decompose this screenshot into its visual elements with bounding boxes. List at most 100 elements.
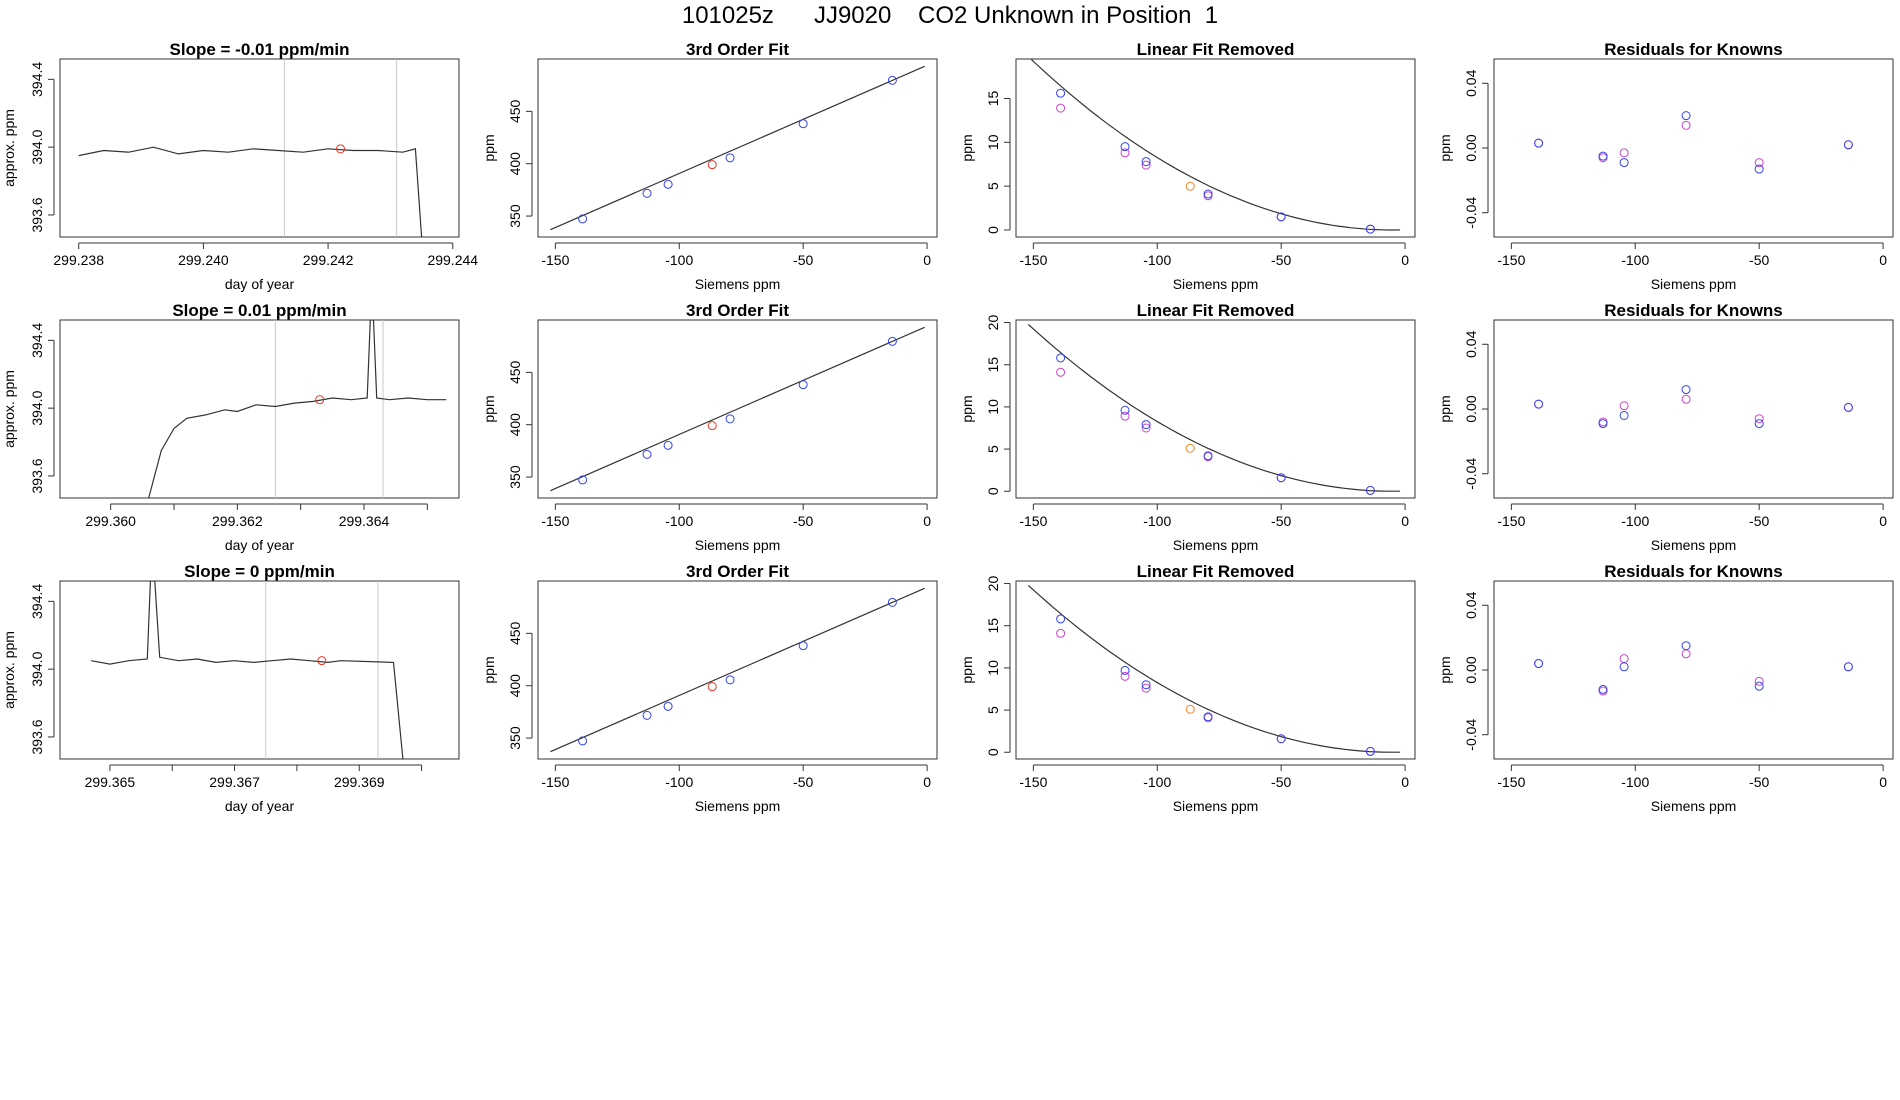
known-point-alt <box>1120 148 1130 158</box>
y-tick-label: 5 <box>985 445 1001 453</box>
plot-area <box>1027 324 1401 495</box>
known-point-alt <box>1141 160 1151 170</box>
y-tick-label: -0.04 <box>1463 458 1479 490</box>
chart-title: Slope = 0 ppm/min <box>184 562 335 581</box>
known-point <box>798 119 808 129</box>
y-tick-label: 394.4 <box>29 323 45 358</box>
x-axis-label: Siemens ppm <box>695 798 781 814</box>
plot-area <box>1027 585 1401 756</box>
chart-panel: Residuals for Knowns -150 -100 -50 0 Siemens … <box>1437 40 1894 292</box>
y-axis-label: ppm <box>481 134 497 161</box>
plot-frame <box>537 58 938 238</box>
known-point-alt <box>1120 411 1130 421</box>
known-point-alt <box>1681 394 1691 404</box>
plot-frame <box>1493 580 1894 760</box>
plot-area <box>91 581 404 759</box>
known-point <box>1681 641 1691 651</box>
series-line <box>91 581 404 759</box>
y-tick-label: 394.0 <box>29 129 45 164</box>
x-tick-label: 299.240 <box>178 252 229 268</box>
y-axis-label: ppm <box>959 395 975 422</box>
x-axis-label: Siemens ppm <box>1173 276 1259 292</box>
x-tick-label: -150 <box>1019 252 1047 268</box>
x-axis-label: day of year <box>225 276 295 292</box>
chart-title: 3rd Order Fit <box>686 562 789 581</box>
x-tick-label: 299.365 <box>85 774 136 790</box>
x-tick-label: -100 <box>1143 774 1171 790</box>
chart-panel: Slope = -0.01 ppm/min 299.238 299.240 299.2… <box>1 40 478 292</box>
known-point <box>1681 385 1691 395</box>
unknown-point <box>707 160 717 170</box>
plot-area <box>550 65 925 231</box>
y-tick-label: 450 <box>507 621 523 645</box>
plot-area <box>1534 641 1853 696</box>
known-point <box>1365 746 1375 756</box>
y-tick-label: 0 <box>985 226 1001 234</box>
y-tick-label: 450 <box>507 99 523 123</box>
chart-title: 3rd Order Fit <box>686 40 789 59</box>
known-point <box>798 380 808 390</box>
known-point <box>1843 140 1853 150</box>
y-tick-label: 394.4 <box>29 62 45 97</box>
x-tick-label: -50 <box>1271 252 1291 268</box>
plot-frame <box>1015 580 1416 760</box>
known-point <box>1754 164 1764 174</box>
known-point <box>578 214 588 224</box>
known-point <box>1120 665 1130 675</box>
known-point <box>1754 681 1764 691</box>
known-point <box>1276 212 1286 222</box>
plot-frame <box>59 58 460 238</box>
chart-title: Slope = -0.01 ppm/min <box>170 40 350 59</box>
unknown-point <box>707 682 717 692</box>
y-axis-label: ppm <box>481 656 497 683</box>
x-tick-label: 299.360 <box>85 513 136 529</box>
plot-frame <box>1015 58 1416 238</box>
known-point <box>1203 451 1213 461</box>
plot-frame <box>1493 58 1894 238</box>
y-tick-label: 0.04 <box>1463 591 1479 618</box>
known-point-alt <box>1681 649 1691 659</box>
x-tick-label: -50 <box>1271 774 1291 790</box>
fit-line <box>550 65 925 231</box>
x-tick-label: -150 <box>1497 252 1525 268</box>
plot-frame <box>59 580 460 760</box>
y-tick-label: 450 <box>507 360 523 384</box>
known-point <box>1619 662 1629 672</box>
y-tick-label: 394.0 <box>29 651 45 686</box>
x-tick-label: 299.244 <box>427 252 478 268</box>
y-tick-label: 0.04 <box>1463 69 1479 96</box>
unknown-point <box>315 395 325 405</box>
known-point <box>1843 402 1853 412</box>
x-axis-label: Siemens ppm <box>1651 798 1737 814</box>
known-point <box>1681 111 1691 121</box>
y-tick-label: 0 <box>985 748 1001 756</box>
known-point-alt <box>1203 191 1213 201</box>
x-axis-label: day of year <box>225 537 295 553</box>
y-tick-label: 400 <box>507 152 523 176</box>
x-tick-label: -100 <box>1143 513 1171 529</box>
plot-frame <box>1493 319 1894 499</box>
y-tick-label: 0 <box>985 487 1001 495</box>
y-tick-label: 20 <box>985 315 1001 331</box>
known-point <box>642 188 652 198</box>
x-tick-label: 0 <box>923 774 931 790</box>
y-axis-label: ppm <box>1437 134 1453 161</box>
y-tick-label: 350 <box>507 204 523 228</box>
y-tick-label: 0.00 <box>1463 656 1479 683</box>
y-tick-label: 15 <box>985 90 1001 106</box>
unknown-point <box>336 144 346 154</box>
chart-grid: Slope = -0.01 ppm/min 299.238 299.240 299.2… <box>1 40 1894 814</box>
chart-title: Linear Fit Removed <box>1137 40 1295 59</box>
x-tick-label: -50 <box>1749 774 1769 790</box>
x-tick-label: -100 <box>1621 774 1649 790</box>
plot-frame <box>1015 319 1416 499</box>
plot-area <box>1030 59 1401 234</box>
x-tick-label: -150 <box>541 513 569 529</box>
chart-panel: Slope = 0 ppm/min 299.365 299.367 299.369 da… <box>1 562 460 814</box>
chart-title: Residuals for Knowns <box>1604 301 1783 320</box>
y-tick-label: 393.6 <box>29 719 45 754</box>
y-tick-label: 393.6 <box>29 458 45 493</box>
y-axis-label: ppm <box>1437 656 1453 683</box>
x-tick-label: 0 <box>1879 252 1887 268</box>
x-tick-label: -150 <box>541 252 569 268</box>
